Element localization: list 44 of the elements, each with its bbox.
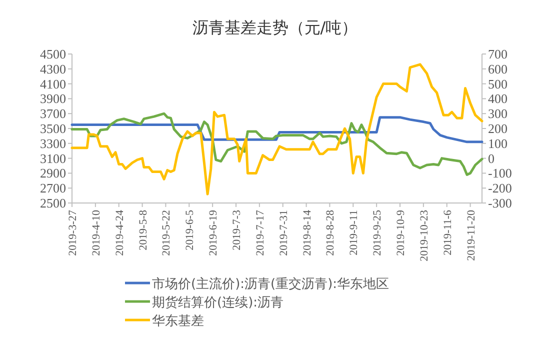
- x-tick-label: 2019-11-20: [465, 210, 478, 261]
- x-tick-label: 2019-7-17: [254, 210, 266, 256]
- chart-title: 沥青基差走势（元/吨）: [192, 18, 358, 37]
- legend-label: 市场价(主流价):沥青(重交沥青):华东地区: [152, 276, 390, 292]
- y-tick-label: 2700: [40, 180, 66, 196]
- y2-tick-label: 400: [488, 91, 508, 106]
- x-tick-label: 2019-8-28: [324, 210, 337, 256]
- y-tick-label: 3500: [40, 121, 66, 136]
- x-tick-label: 2019-11-6: [442, 210, 454, 256]
- x-tick-label: 2019-10-9: [395, 210, 407, 256]
- y-tick-label: 3900: [40, 91, 66, 106]
- x-tick-label: 2019-10-23: [418, 210, 430, 262]
- y2-tick-label: -300: [488, 196, 512, 210]
- y2-tick-label: 700: [488, 46, 508, 62]
- y-tick-label: 2900: [40, 166, 66, 181]
- legend-label: 期货结算价(连续):沥青: [152, 296, 284, 310]
- x-tick-label: 2019-5-22: [160, 210, 173, 256]
- y-tick-label: 3100: [40, 150, 66, 166]
- x-tick-label: 2019-3-27: [67, 210, 79, 256]
- x-tick-label: 2019-6-5: [184, 210, 196, 250]
- x-tick-label: 2019-6-19: [208, 210, 220, 256]
- x-tick-label: 2019-9-25: [372, 210, 384, 256]
- y2-tick-label: 0: [488, 150, 494, 166]
- x-tick-label: 2019-5-8: [137, 210, 150, 250]
- x-tick-label: 2019-8-14: [301, 210, 314, 256]
- y-tick-label: 4500: [40, 46, 66, 62]
- x-tick-label: 2019-7-31: [278, 210, 290, 256]
- y-tick-label: 4300: [40, 61, 66, 76]
- y2-tick-label: 600: [488, 61, 508, 76]
- x-tick-label: 2019-4-10: [90, 210, 102, 256]
- y2-tick-label: 100: [488, 136, 508, 151]
- y-tick-label: 3700: [40, 106, 66, 122]
- x-tick-label: 2019-7-3: [231, 210, 243, 250]
- y2-tick-label: 500: [488, 76, 508, 92]
- y-tick-label: 4100: [40, 76, 66, 92]
- y2-tick-label: -200: [488, 180, 512, 196]
- x-tick-label: 2019-4-24: [114, 210, 126, 256]
- y-tick-label: 2500: [40, 196, 66, 210]
- y2-tick-label: -100: [488, 166, 512, 181]
- x-tick-label: 2019-9-11: [348, 210, 360, 256]
- legend-label: 华东基差: [152, 314, 204, 329]
- y-tick-label: 3300: [40, 136, 66, 151]
- y2-tick-label: 200: [488, 121, 508, 136]
- y2-tick-label: 300: [488, 106, 508, 122]
